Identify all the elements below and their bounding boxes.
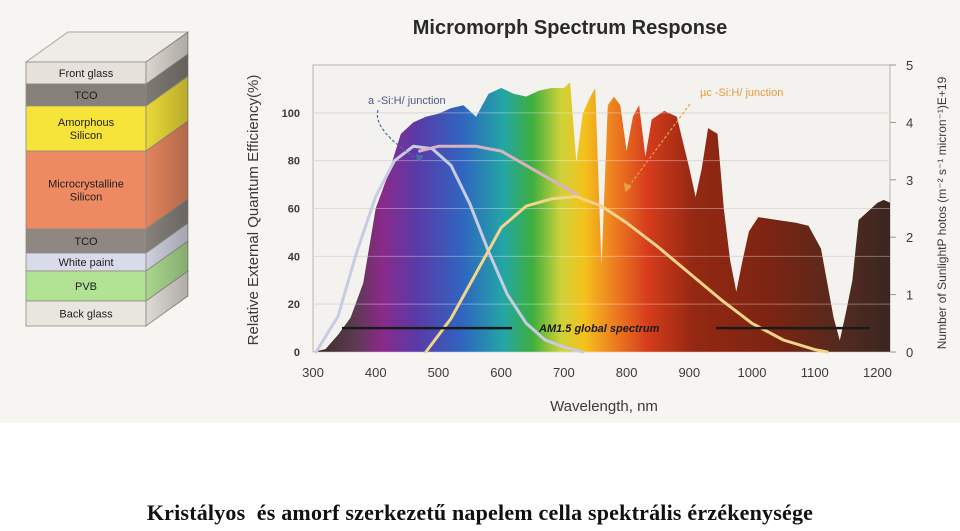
stack-layer: Back glass bbox=[25, 270, 189, 327]
left-axis-label: Relative External Quantum Efficiency(%) bbox=[245, 75, 262, 346]
stack-layer-label: Amorphous bbox=[58, 117, 115, 129]
stack-layer-label: TCO bbox=[74, 236, 98, 248]
x-tick-label: 700 bbox=[553, 365, 575, 380]
layer-stack-diagram: Front glassTCOAmorphousSiliconMicrocryst… bbox=[24, 31, 190, 327]
stack-layer-label: Silicon bbox=[70, 130, 102, 142]
left-tick-label: 80 bbox=[288, 156, 300, 168]
stack-layer: White paint bbox=[25, 222, 189, 272]
x-tick-label: 600 bbox=[490, 365, 512, 380]
x-tick-label: 400 bbox=[365, 365, 387, 380]
curve-c-si-h-junction bbox=[424, 195, 829, 354]
annotation-asi-junction: a -Si:H/ junction bbox=[368, 95, 446, 107]
stack-layer-label: White paint bbox=[58, 257, 113, 269]
left-tick-label: 100 bbox=[282, 108, 300, 120]
x-tick-label: 1100 bbox=[801, 365, 829, 380]
annotation-uc-junction: µc -Si:H/ junction bbox=[700, 87, 783, 99]
stack-layer-label: Silicon bbox=[70, 192, 102, 204]
x-tick-label: 1200 bbox=[863, 365, 892, 380]
stack-layer-front bbox=[25, 105, 147, 152]
curve-combined bbox=[418, 144, 578, 196]
right-tick-label: 0 bbox=[906, 345, 913, 360]
x-tick-label: 800 bbox=[616, 365, 638, 380]
stack-layer-shade bbox=[146, 121, 188, 229]
stack-layer-front bbox=[25, 270, 147, 302]
stack-layer-front bbox=[25, 150, 147, 230]
right-axis-ticks: 0 1 2 3 4 5 bbox=[906, 58, 913, 360]
annotation-arrowhead bbox=[623, 182, 632, 193]
stack-layer-shade bbox=[146, 32, 188, 84]
spectrum-chart: Front glassTCOAmorphousSiliconMicrocryst… bbox=[24, 17, 949, 415]
efficiency-curves bbox=[314, 144, 829, 354]
am15-spectrum-area bbox=[313, 82, 890, 352]
left-tick-label: 20 bbox=[288, 299, 300, 311]
x-axis-label: Wavelength, nm bbox=[550, 398, 658, 415]
chart-title: Micromorph Spectrum Response bbox=[413, 17, 728, 39]
right-axis-label: Number of SunlightP hotos (m⁻² s⁻¹ micro… bbox=[935, 76, 949, 349]
left-axis-ticks: 0 20 40 60 80 100 bbox=[282, 108, 300, 359]
left-tick-label: 60 bbox=[288, 204, 300, 216]
annotations: a -Si:H/ junction µc -Si:H/ junction AM1.5… bbox=[342, 87, 870, 335]
right-tick-label: 1 bbox=[906, 288, 913, 303]
annotation-arrowhead bbox=[415, 154, 424, 163]
stack-layer: TCO bbox=[25, 53, 189, 107]
stack-layer-front bbox=[25, 300, 147, 327]
left-tick-label: 40 bbox=[288, 251, 300, 263]
x-tick-label: 300 bbox=[302, 365, 324, 380]
stack-layer-shade bbox=[146, 241, 188, 301]
stack-layer-label: Microcrystalline bbox=[48, 179, 124, 191]
x-tick-label: 1000 bbox=[738, 365, 767, 380]
figure-caption: Kristályos és amorf szerkezetű napelem c… bbox=[146, 500, 814, 525]
stack-layer-shade bbox=[146, 54, 188, 106]
stack-layer: Front glass bbox=[25, 31, 189, 85]
stack-layer-label: Front glass bbox=[59, 68, 114, 80]
x-tick-label: 500 bbox=[428, 365, 450, 380]
curve-a-si-h-junction bbox=[314, 144, 585, 354]
annotation-am15: AM1.5 global spectrum bbox=[538, 323, 660, 335]
x-axis-ticks: 300 400 500 600 700 800 900 1000 1100 1200 bbox=[302, 365, 892, 380]
right-tick-label: 5 bbox=[906, 58, 913, 73]
stack-layer-label: TCO bbox=[74, 90, 98, 102]
stack-layer-label: Back glass bbox=[59, 309, 113, 321]
stack-layer: PVB bbox=[25, 240, 189, 302]
stack-layer-shade bbox=[146, 76, 188, 151]
right-tick-label: 3 bbox=[906, 173, 913, 188]
annotation-arrow bbox=[626, 103, 691, 190]
right-tick-label: 4 bbox=[906, 115, 913, 130]
stack-layer-shade bbox=[146, 223, 188, 271]
stack-layer-label: PVB bbox=[75, 281, 97, 293]
grid-lines-overlay bbox=[313, 112, 890, 353]
stack-layer-shade bbox=[146, 199, 188, 253]
x-tick-label: 900 bbox=[678, 365, 700, 380]
right-tick-label: 2 bbox=[906, 230, 913, 245]
stack-layer-shade bbox=[146, 271, 188, 326]
left-tick-label: 0 bbox=[294, 347, 300, 359]
